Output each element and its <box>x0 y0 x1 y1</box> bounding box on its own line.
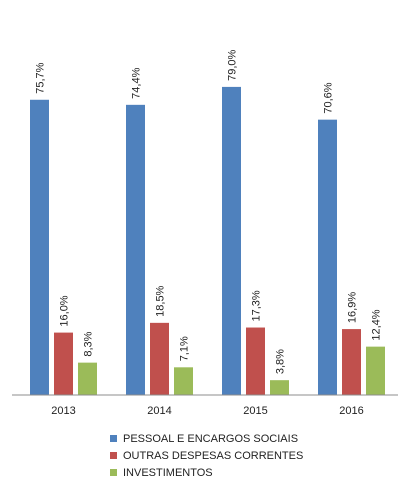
data-label-pessoal-2014: 74,4% <box>131 67 143 98</box>
bar-pessoal-2015 <box>222 86 241 396</box>
data-label-investimentos-2016: 12,4% <box>371 309 383 340</box>
data-label-investimentos-2013: 8,3% <box>83 331 95 356</box>
data-label-outras-despesas-2013: 16,0% <box>59 295 71 326</box>
legend-item-pessoal: PESSOAL E ENCARGOS SOCIAIS <box>110 430 303 447</box>
bars-group: 75,7% 16,0% 8,3% 74,4% 18,5% 7,1% 79,0% 17,3% 3,… <box>30 49 385 396</box>
data-label-pessoal-2016: 70,6% <box>323 82 335 113</box>
bar-pessoal-2013 <box>30 99 49 396</box>
legend-swatch-pessoal <box>110 435 117 442</box>
bar-outras-despesas-2014 <box>150 322 169 395</box>
x-tick-label-2015: 2015 <box>243 405 267 417</box>
bar-pessoal-2014 <box>126 104 145 395</box>
legend-swatch-outras-despesas <box>110 452 117 459</box>
data-label-outras-despesas-2014: 18,5% <box>155 285 167 316</box>
legend: PESSOAL E ENCARGOS SOCIAIS OUTRAS DESPES… <box>110 430 303 481</box>
bar-investimentos-2016 <box>366 346 385 395</box>
data-label-investimentos-2015: 3,8% <box>275 349 287 374</box>
legend-label-outras-despesas: OUTRAS DESPESAS CORRENTES <box>123 449 304 462</box>
data-label-pessoal-2013: 75,7% <box>35 62 47 93</box>
x-tick-label-2016: 2016 <box>339 405 363 417</box>
data-label-pessoal-2015: 79,0% <box>227 49 239 80</box>
x-axis-ticks: 2013 2014 2015 2016 <box>51 405 363 417</box>
bar-outras-despesas-2013 <box>54 332 73 395</box>
x-tick-label-2013: 2013 <box>51 405 75 417</box>
bar-outras-despesas-2015 <box>246 327 265 395</box>
legend-item-investimentos: INVESTIMENTOS <box>110 464 303 481</box>
bar-investimentos-2014 <box>174 367 193 395</box>
data-label-outras-despesas-2015: 17,3% <box>251 290 263 321</box>
legend-label-investimentos: INVESTIMENTOS <box>123 466 213 479</box>
data-label-investimentos-2014: 7,1% <box>179 336 191 361</box>
bar-investimentos-2015 <box>270 380 289 395</box>
legend-label-pessoal: PESSOAL E ENCARGOS SOCIAIS <box>123 432 299 445</box>
legend-item-outras-despesas: OUTRAS DESPESAS CORRENTES <box>110 447 303 464</box>
bar-investimentos-2013 <box>78 362 97 395</box>
bar-outras-despesas-2016 <box>342 329 361 395</box>
x-tick-label-2014: 2014 <box>147 405 171 417</box>
bar-pessoal-2016 <box>318 119 337 395</box>
legend-swatch-investimentos <box>110 469 117 476</box>
data-label-outras-despesas-2016: 16,9% <box>347 292 359 323</box>
